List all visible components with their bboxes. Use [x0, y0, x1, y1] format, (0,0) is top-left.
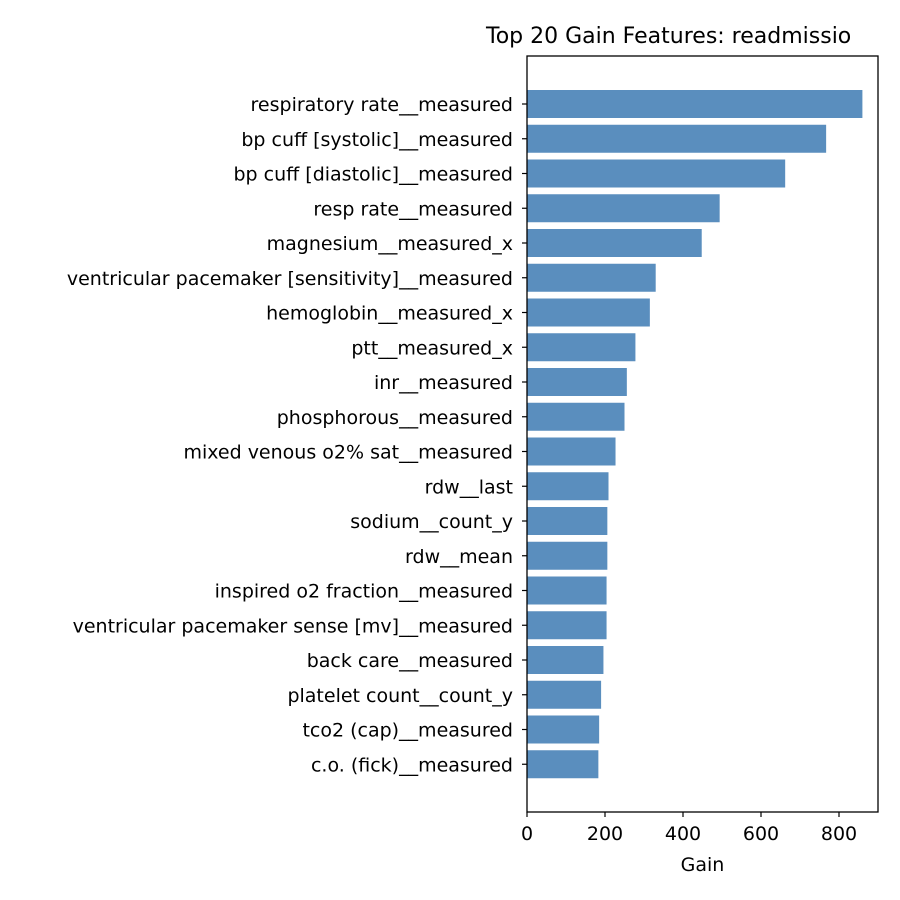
- x-tick-label: 0: [521, 823, 533, 845]
- category-label: mixed venous o2% sat__measured: [183, 442, 513, 464]
- bar-6: [527, 263, 656, 292]
- category-label: respiratory rate__measured: [251, 94, 513, 116]
- category-label: inspired o2 fraction__measured: [215, 581, 513, 603]
- category-label: resp rate__measured: [313, 198, 513, 220]
- bar-10: [527, 402, 625, 431]
- bar-3: [527, 159, 786, 188]
- bar-4: [527, 194, 720, 223]
- x-tick-label: 200: [587, 823, 623, 845]
- x-tick-label: 400: [665, 823, 701, 845]
- x-axis-title: Gain: [681, 854, 725, 876]
- category-label: back care__measured: [307, 650, 513, 672]
- chart-title: Top 20 Gain Features: readmissio: [485, 24, 851, 49]
- plot-frame: [526, 55, 879, 813]
- bar-20: [527, 750, 599, 779]
- category-label: bp cuff [diastolic]__measured: [234, 164, 514, 186]
- bar-5: [527, 229, 702, 257]
- category-label: magnesium__measured_x: [267, 233, 513, 255]
- category-label: bp cuff [systolic]__measured: [241, 129, 513, 151]
- category-label: c.o. (fick)__measured: [311, 754, 513, 776]
- category-label: platelet count__count_y: [287, 685, 513, 707]
- category-label: hemoglobin__measured_x: [266, 303, 513, 325]
- bar-15: [527, 576, 607, 605]
- bar-19: [527, 715, 600, 744]
- x-axis-ticks: 0 200 400 600 800: [521, 812, 857, 845]
- bar-17: [527, 646, 604, 674]
- category-label: ptt__measured_x: [351, 337, 513, 359]
- category-label: rdw__mean: [405, 546, 513, 568]
- bar-18: [527, 680, 602, 709]
- category-label: ventricular pacemaker sense [mv]__measur…: [73, 615, 513, 637]
- category-label: rdw__last: [425, 476, 513, 498]
- category-label: sodium__count_y: [350, 511, 513, 533]
- bar-2: [527, 124, 827, 153]
- bars-layer: [527, 90, 863, 779]
- bar-14: [527, 541, 608, 570]
- bar-7: [527, 298, 650, 327]
- bar-9: [527, 368, 627, 396]
- bar-11: [527, 437, 616, 466]
- bar-12: [527, 472, 609, 501]
- x-tick-label: 600: [743, 823, 779, 845]
- category-label: ventricular pacemaker [sensitivity]__mea…: [67, 268, 513, 290]
- category-label: inr__measured: [374, 372, 513, 394]
- bar-16: [527, 611, 607, 640]
- bar-13: [527, 507, 608, 535]
- bar-8: [527, 333, 636, 362]
- category-label: tco2 (cap)__measured: [302, 720, 513, 742]
- category-label: phosphorous__measured: [277, 407, 513, 429]
- bar-1: [527, 90, 863, 118]
- x-tick-label: 800: [821, 823, 857, 845]
